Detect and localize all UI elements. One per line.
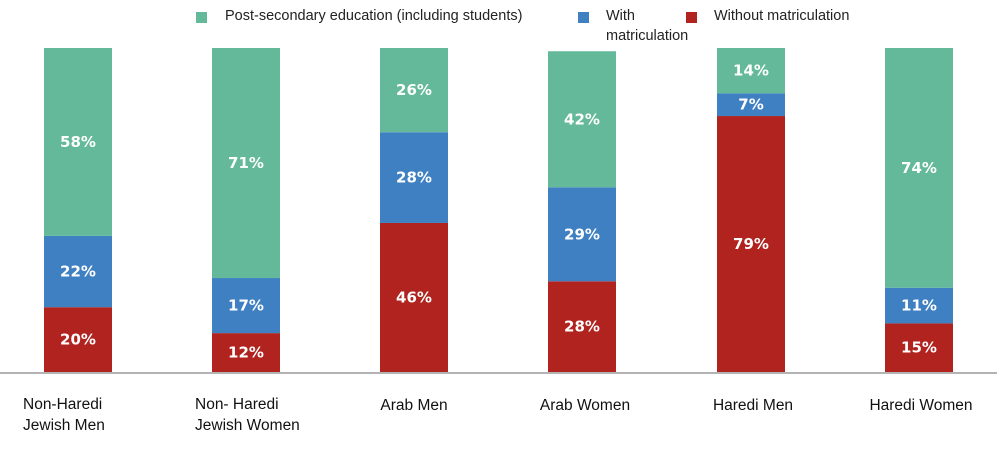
data-label-2-0: 58% [60,133,96,151]
data-label-2-2: 26% [396,81,432,99]
bar-segment-2-0 [44,48,112,236]
bar-segment-1-5 [885,287,953,324]
x-tick-label-2: Arab Men [380,397,448,414]
data-label-2-3: 42% [564,110,600,128]
bar-segment-0-4 [717,116,785,372]
data-label-0-4: 79% [733,235,769,253]
x-tick-label-0: Non-Haredi Jewish Men [23,396,105,434]
data-label-2-1: 71% [228,154,264,172]
bar-segment-0-3 [548,281,616,372]
bar-segment-2-3 [548,51,616,188]
data-label-2-4: 14% [733,62,769,80]
data-label-0-2: 46% [396,288,432,306]
x-tick-label-3: Arab Women [539,397,631,414]
legend-swatch-with-matriculation [578,12,589,23]
bar-segment-0-0 [44,307,112,372]
data-label-0-1: 12% [228,344,264,362]
bar-segment-0-5 [885,323,953,372]
bar-segment-1-4 [717,93,785,117]
x-tick-label-4: Haredi Men [712,397,794,414]
data-label-2-5: 74% [901,159,937,177]
bar-segment-2-2 [380,48,448,133]
bar-segment-2-5 [885,48,953,288]
legend-label-without-matriculation: Without matriculation [714,8,850,24]
data-label-0-0: 20% [60,331,96,349]
bar-segment-2-4 [717,48,785,94]
bar-segment-0-2 [380,222,448,372]
bar-segment-1-0 [44,235,112,308]
x-tick-label-1: Non- Haredi Jewish Women [195,396,300,434]
legend-label-with-matriculation: With matriculation [606,8,689,44]
x-tick-label-5: Haredi Women [869,397,973,414]
data-label-1-2: 28% [396,169,432,187]
data-label-0-3: 28% [564,318,600,336]
data-label-1-3: 29% [564,225,600,243]
legend-swatch-post-secondary [196,12,207,23]
data-label-0-5: 15% [901,339,937,357]
legend-swatch-without-matriculation [686,12,697,23]
data-label-1-1: 17% [228,297,264,315]
bar-segment-1-2 [380,132,448,223]
data-label-1-5: 11% [901,297,937,315]
data-label-1-4: 7% [738,96,763,114]
bar-segment-1-1 [212,278,280,334]
chart-legend: Post-secondary education (including stud… [0,0,997,48]
data-label-1-0: 22% [60,263,96,281]
legend-label-post-secondary: Post-secondary education (including stud… [225,8,523,24]
bar-segment-0-1 [212,333,280,372]
bar-segment-2-1 [212,48,280,279]
bar-segment-1-3 [548,187,616,282]
